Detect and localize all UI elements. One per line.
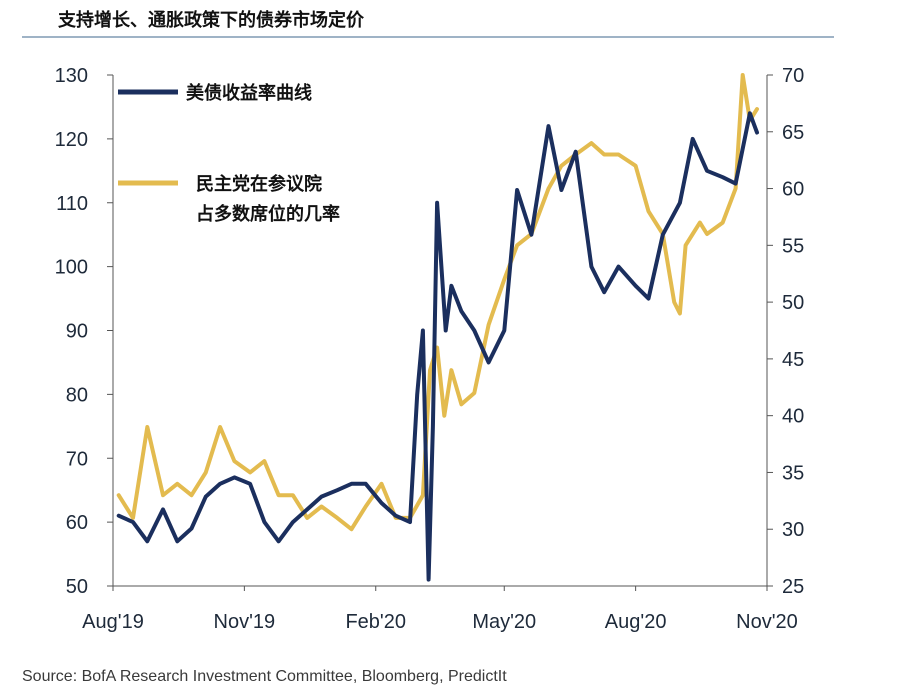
line-chart: 50 60 70 80 90 100 110 120 130 25 30 35 40 45 50 55 60 65… (55, 65, 805, 633)
x-tick-label: Aug'19 (82, 611, 144, 633)
y-left-tick-label: 90 (66, 321, 88, 343)
y-left-tick-label: 110 (56, 193, 88, 215)
y-left-tick-label: 50 (66, 576, 88, 598)
y-right-tick-label: 45 (782, 349, 804, 371)
x-tick-label: May'20 (472, 611, 536, 633)
y-left-tick-label: 70 (66, 448, 88, 470)
y-right-tick-label: 70 (782, 65, 804, 87)
series-lines (116, 73, 759, 582)
senate-odds-series-line (116, 73, 759, 532)
tick-labels: 50 60 70 80 90 100 110 120 130 25 30 35 40 45 50 55 60 65… (55, 65, 805, 633)
yield-curve-series-line (116, 111, 759, 582)
chart-axes (107, 74, 773, 591)
y-left-tick-label: 80 (66, 384, 88, 406)
legend-label: 民主党在参议院占多数席位的几率 (196, 173, 340, 225)
legend-label: 美债收益率曲线 (186, 82, 312, 104)
title-divider (22, 36, 834, 38)
y-left-tick-label: 120 (55, 129, 88, 151)
y-right-tick-label: 30 (782, 519, 804, 541)
x-tick-label: Aug'20 (605, 611, 667, 633)
y-right-tick-label: 35 (782, 462, 804, 484)
chart-title: 支持增长、通胀政策下的债券市场定价 (58, 10, 364, 31)
y-right-tick-label: 50 (782, 292, 804, 314)
x-tick-label: Nov'20 (736, 611, 798, 633)
x-tick-label: Feb'20 (345, 611, 406, 633)
source-note: Source: BofA Research Investment Committ… (22, 668, 507, 685)
y-left-tick-label: 60 (66, 512, 88, 534)
y-right-tick-label: 60 (782, 179, 804, 201)
y-right-tick-label: 25 (782, 576, 804, 598)
y-right-tick-label: 55 (782, 235, 804, 257)
y-right-tick-label: 65 (782, 122, 804, 144)
y-left-tick-label: 100 (55, 257, 88, 279)
y-left-tick-label: 130 (55, 65, 88, 87)
x-tick-label: Nov'19 (214, 611, 276, 633)
y-right-tick-label: 40 (782, 406, 804, 428)
